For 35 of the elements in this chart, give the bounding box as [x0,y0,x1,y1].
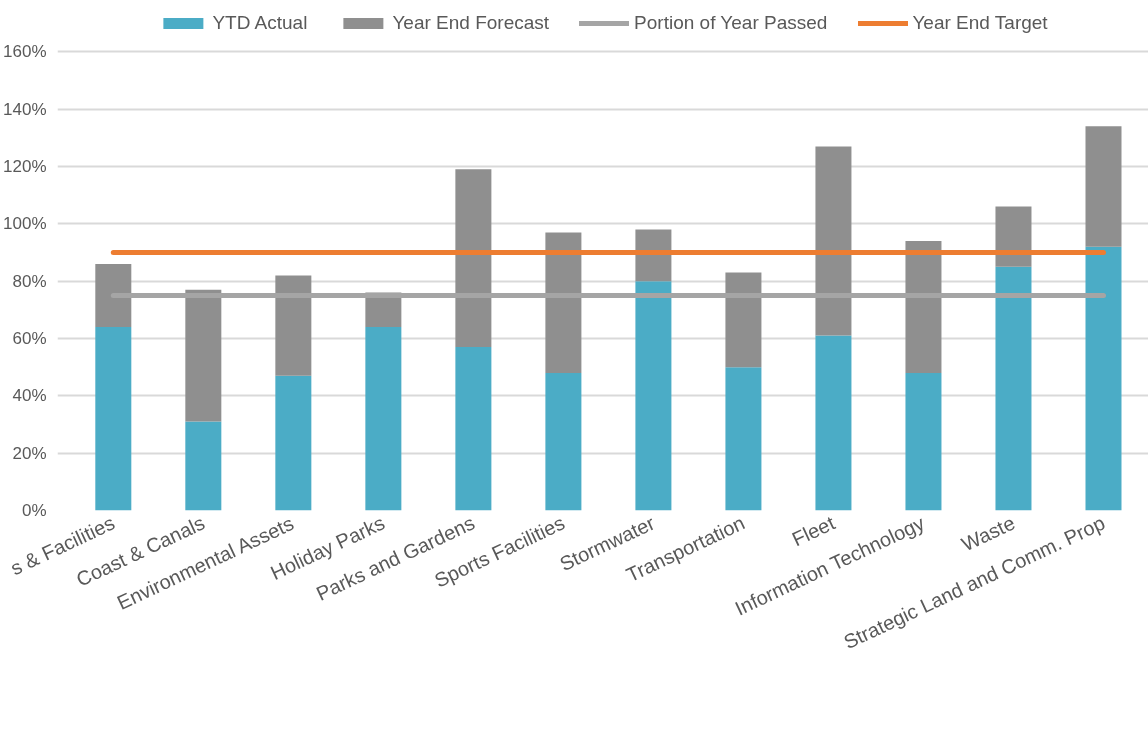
legend-label: YTD Actual [212,12,308,34]
bar [905,241,942,373]
legend-label: Year End Forecast [392,12,550,34]
bar [365,327,402,511]
bar [725,367,762,511]
bar [185,421,222,511]
bar [185,289,222,422]
y-tick-label: 160% [3,42,47,62]
y-tick-label: 60% [12,328,47,348]
bar [815,335,852,511]
bar [275,375,312,511]
bar [455,347,492,511]
bar [545,232,582,373]
bar [545,372,582,511]
bar [95,327,132,511]
bar [725,272,762,368]
bar [1085,246,1122,511]
y-tick-label: 100% [3,214,47,234]
bar [455,169,492,348]
bar [995,206,1032,267]
y-tick-label: 140% [3,99,47,119]
bar [635,281,672,511]
bar [95,263,132,328]
bar [905,372,942,511]
bar [995,266,1032,511]
bar [1085,126,1122,247]
y-tick-label: 120% [3,156,47,176]
legend-label: Portion of Year Passed [634,12,828,34]
y-tick-label: 40% [12,386,47,406]
y-tick-label: 20% [12,443,47,463]
y-tick-label: 80% [12,271,47,291]
y-tick-label: 0% [21,501,47,520]
bar [815,146,852,336]
legend-label: Year End Target [912,12,1048,34]
bar [275,275,312,376]
